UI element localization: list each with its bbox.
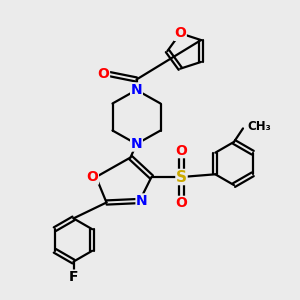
Text: N: N [136,194,148,208]
Text: O: O [174,26,186,40]
Text: O: O [98,67,110,80]
Text: N: N [131,137,142,151]
Text: S: S [176,169,187,184]
Text: O: O [176,144,188,158]
Text: CH₃: CH₃ [248,120,271,134]
Text: O: O [86,170,98,184]
Text: N: N [131,83,142,97]
Text: F: F [69,270,78,284]
Text: O: O [176,196,188,210]
